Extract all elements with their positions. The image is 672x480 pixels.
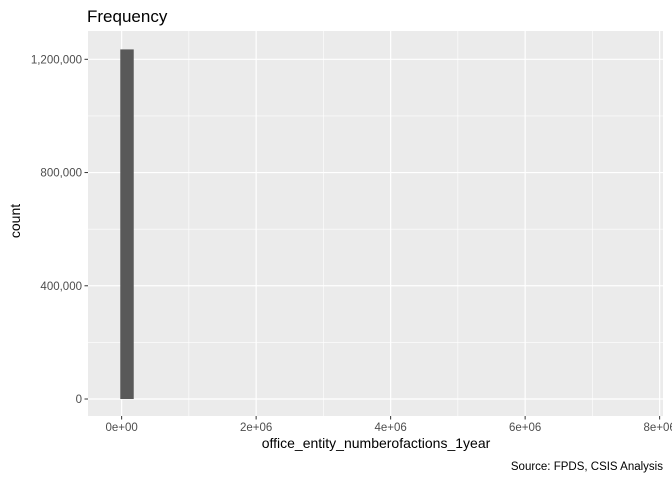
y-tick-label: 0 — [76, 394, 82, 406]
y-tick-label: 400,000 — [40, 281, 82, 293]
histogram-bar — [120, 49, 134, 400]
chart-title: Frequency — [87, 7, 168, 26]
x-axis-title: office_entity_numberofactions_1year — [262, 435, 491, 451]
minor-gridlines — [88, 31, 663, 416]
major-gridlines — [88, 31, 663, 416]
x-axis: 0e+00 2e+06 4e+06 6e+06 8e+06 — [105, 416, 672, 434]
y-axis-title: count — [7, 204, 23, 238]
x-tick-label: 8e+06 — [643, 422, 672, 434]
histogram-bars — [120, 49, 134, 400]
y-tick-label: 800,000 — [40, 168, 82, 180]
x-tick-label: 2e+06 — [240, 422, 272, 434]
plot-panel — [88, 31, 663, 416]
chart-caption: Source: FPDS, CSIS Analysis — [511, 461, 663, 473]
x-tick-label: 4e+06 — [374, 422, 406, 434]
y-axis: 0 400,000 800,000 1,200,000 — [31, 54, 88, 406]
x-tick-label: 0e+00 — [105, 422, 137, 434]
x-tick-label: 6e+06 — [509, 422, 541, 434]
y-tick-label: 1,200,000 — [31, 54, 82, 66]
